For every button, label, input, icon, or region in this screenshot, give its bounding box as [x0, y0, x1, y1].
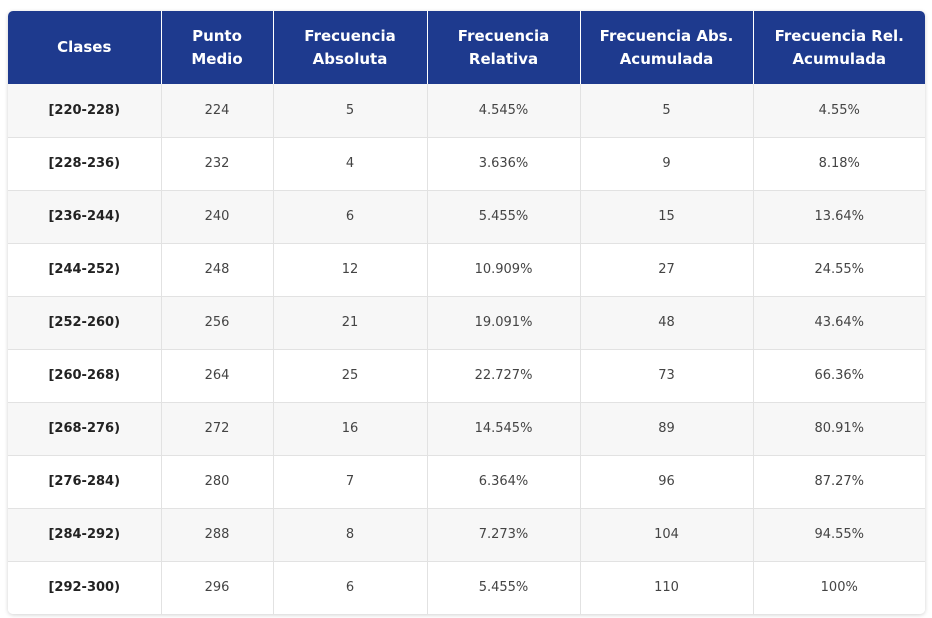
cell-clase: [276-284)	[8, 455, 162, 509]
cell-frecuencia-abs-acumulada: 73	[580, 349, 754, 403]
cell-clase: [292-300)	[8, 561, 162, 614]
cell-punto-medio: 240	[161, 190, 274, 244]
cell-frecuencia-abs-acumulada: 5	[580, 84, 754, 138]
table-row: [228-236) 232 4 3.636% 9 8.18%	[8, 137, 925, 191]
cell-frecuencia-rel-acumulada: 100%	[753, 561, 925, 614]
header-clases: Clases	[8, 11, 162, 84]
cell-clase: [260-268)	[8, 349, 162, 403]
cell-frecuencia-rel-acumulada: 24.55%	[753, 243, 925, 297]
cell-frecuencia-relativa: 3.636%	[427, 137, 581, 191]
cell-frecuencia-absoluta: 16	[273, 402, 428, 456]
cell-frecuencia-rel-acumulada: 4.55%	[753, 84, 925, 138]
table-row: [260-268) 264 25 22.727% 73 66.36%	[8, 349, 925, 403]
cell-punto-medio: 296	[161, 561, 274, 614]
frequency-table: Clases Punto Medio Frecuencia Absoluta F…	[8, 11, 925, 614]
cell-frecuencia-absoluta: 4	[273, 137, 428, 191]
cell-punto-medio: 232	[161, 137, 274, 191]
cell-frecuencia-rel-acumulada: 94.55%	[753, 508, 925, 562]
table-row: [220-228) 224 5 4.545% 5 4.55%	[8, 84, 925, 138]
cell-frecuencia-abs-acumulada: 89	[580, 402, 754, 456]
header-frecuencia-relativa: Frecuencia Relativa	[427, 11, 581, 84]
cell-frecuencia-relativa: 19.091%	[427, 296, 581, 350]
table-row: [268-276) 272 16 14.545% 89 80.91%	[8, 402, 925, 456]
header-row: Clases Punto Medio Frecuencia Absoluta F…	[8, 11, 925, 84]
cell-frecuencia-absoluta: 7	[273, 455, 428, 509]
frequency-table-container: Clases Punto Medio Frecuencia Absoluta F…	[8, 11, 925, 614]
cell-punto-medio: 272	[161, 402, 274, 456]
header-frecuencia-absoluta: Frecuencia Absoluta	[273, 11, 428, 84]
table-body: [220-228) 224 5 4.545% 5 4.55% [228-236)…	[8, 84, 925, 614]
cell-punto-medio: 256	[161, 296, 274, 350]
cell-clase: [284-292)	[8, 508, 162, 562]
cell-frecuencia-relativa: 10.909%	[427, 243, 581, 297]
cell-frecuencia-rel-acumulada: 87.27%	[753, 455, 925, 509]
cell-frecuencia-relativa: 5.455%	[427, 561, 581, 614]
cell-frecuencia-relativa: 14.545%	[427, 402, 581, 456]
table-row: [252-260) 256 21 19.091% 48 43.64%	[8, 296, 925, 350]
cell-frecuencia-rel-acumulada: 8.18%	[753, 137, 925, 191]
cell-frecuencia-abs-acumulada: 110	[580, 561, 754, 614]
table-row: [236-244) 240 6 5.455% 15 13.64%	[8, 190, 925, 244]
cell-frecuencia-absoluta: 21	[273, 296, 428, 350]
cell-frecuencia-absoluta: 6	[273, 561, 428, 614]
table-row: [292-300) 296 6 5.455% 110 100%	[8, 561, 925, 614]
cell-punto-medio: 264	[161, 349, 274, 403]
table-header: Clases Punto Medio Frecuencia Absoluta F…	[8, 11, 925, 84]
cell-frecuencia-abs-acumulada: 104	[580, 508, 754, 562]
cell-frecuencia-abs-acumulada: 9	[580, 137, 754, 191]
cell-frecuencia-abs-acumulada: 27	[580, 243, 754, 297]
cell-frecuencia-absoluta: 12	[273, 243, 428, 297]
cell-frecuencia-abs-acumulada: 48	[580, 296, 754, 350]
cell-frecuencia-rel-acumulada: 43.64%	[753, 296, 925, 350]
cell-frecuencia-relativa: 7.273%	[427, 508, 581, 562]
cell-punto-medio: 288	[161, 508, 274, 562]
cell-frecuencia-absoluta: 8	[273, 508, 428, 562]
cell-frecuencia-absoluta: 5	[273, 84, 428, 138]
cell-frecuencia-relativa: 5.455%	[427, 190, 581, 244]
cell-clase: [252-260)	[8, 296, 162, 350]
cell-frecuencia-absoluta: 6	[273, 190, 428, 244]
cell-clase: [268-276)	[8, 402, 162, 456]
header-punto-medio: Punto Medio	[161, 11, 274, 84]
cell-frecuencia-relativa: 4.545%	[427, 84, 581, 138]
cell-clase: [220-228)	[8, 84, 162, 138]
cell-punto-medio: 224	[161, 84, 274, 138]
cell-frecuencia-relativa: 22.727%	[427, 349, 581, 403]
table-row: [284-292) 288 8 7.273% 104 94.55%	[8, 508, 925, 562]
cell-frecuencia-rel-acumulada: 66.36%	[753, 349, 925, 403]
table-row: [244-252) 248 12 10.909% 27 24.55%	[8, 243, 925, 297]
cell-punto-medio: 248	[161, 243, 274, 297]
cell-clase: [228-236)	[8, 137, 162, 191]
cell-punto-medio: 280	[161, 455, 274, 509]
cell-clase: [236-244)	[8, 190, 162, 244]
cell-frecuencia-abs-acumulada: 96	[580, 455, 754, 509]
table-row: [276-284) 280 7 6.364% 96 87.27%	[8, 455, 925, 509]
cell-frecuencia-rel-acumulada: 13.64%	[753, 190, 925, 244]
header-frecuencia-rel-acumulada: Frecuencia Rel. Acumulada	[753, 11, 925, 84]
header-frecuencia-abs-acumulada: Frecuencia Abs. Acumulada	[580, 11, 754, 84]
cell-frecuencia-rel-acumulada: 80.91%	[753, 402, 925, 456]
cell-clase: [244-252)	[8, 243, 162, 297]
cell-frecuencia-absoluta: 25	[273, 349, 428, 403]
cell-frecuencia-abs-acumulada: 15	[580, 190, 754, 244]
cell-frecuencia-relativa: 6.364%	[427, 455, 581, 509]
